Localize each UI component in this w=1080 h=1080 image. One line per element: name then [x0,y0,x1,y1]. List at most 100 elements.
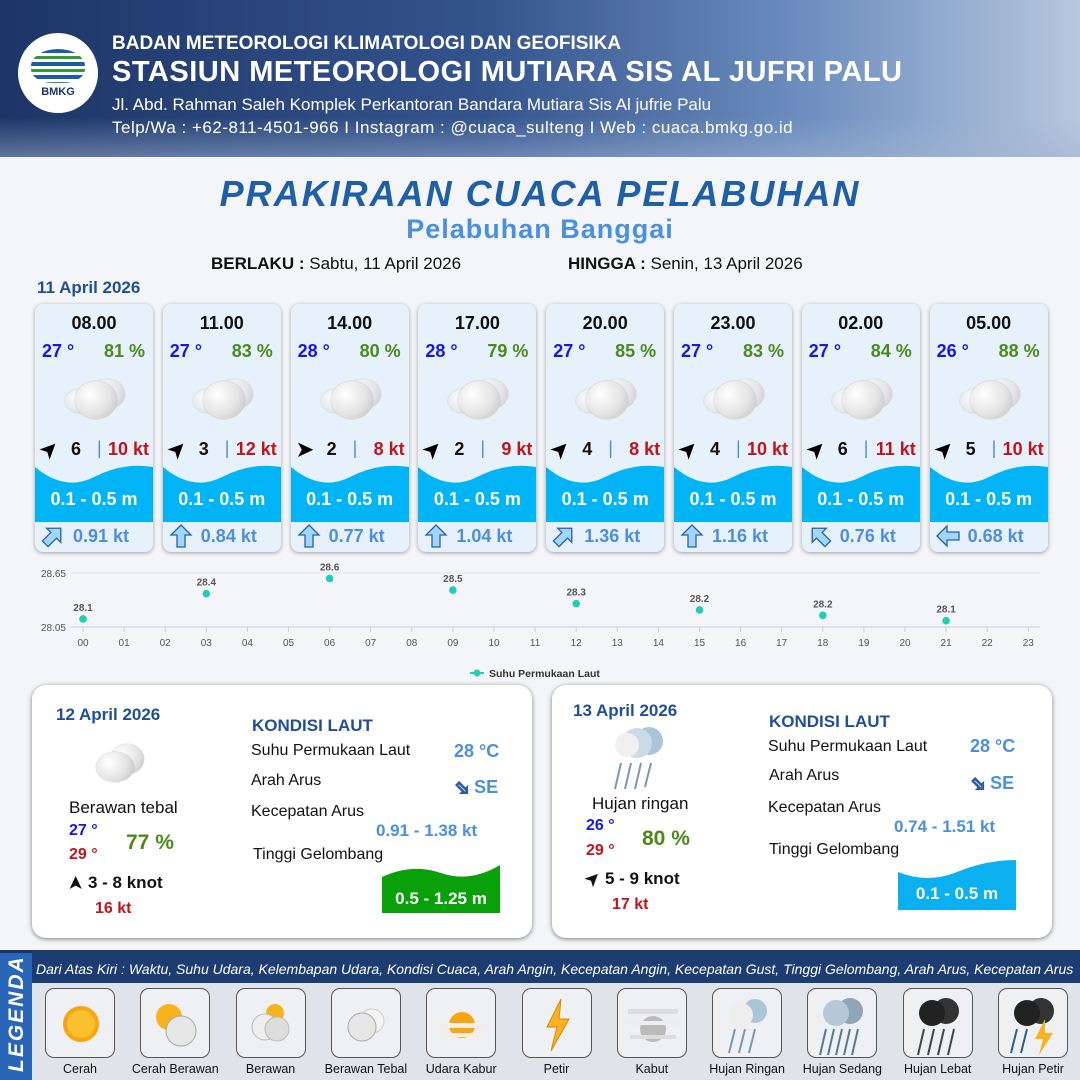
y-tick-label: 28.05 [41,623,66,634]
day3-condition: Hujan ringan [592,794,689,813]
day3-panel: 13 April 2026 Hujan ringan 26 ° 29 ° 80 … [552,685,1052,938]
wind-direction-arrow-icon: ➤ [296,439,314,461]
separator: | [863,438,869,458]
separator: | [97,438,102,458]
humidity: 81 % [103,341,145,361]
x-tick-label: 10 [488,638,500,649]
hujan-sedang-icon [807,988,878,1058]
current-speed: 1.04 kt [456,526,513,546]
forecast-time: 20.00 [582,313,628,333]
day3-temp-max: 29 ° [586,842,615,859]
day2-wave-shape [382,865,500,913]
wind-speed: 2 [326,439,337,459]
current-speed: 0.76 kt [839,526,896,546]
forecast-card: 14.00 28 ° 80 % ➤ 2 | 8 kt 0.1 - 0.5 m 0… [290,304,409,552]
air-temperature: 26 ° [936,341,969,361]
x-tick-label: 04 [242,638,254,649]
page-title: PRAKIRAAN CUACA PELABUHAN [219,173,861,214]
hujan-lebat-icon [902,988,973,1058]
x-tick-label: 16 [735,638,747,649]
sst-label: Suhu Permukaan Laut [251,742,411,759]
data-label: 28.6 [320,562,340,573]
day2-date: 12 April 2026 [56,705,161,724]
wind-info: ➤ 4 | 8 kt [547,436,660,463]
legend-item-label: Petir [543,1062,570,1076]
x-tick-label: 03 [201,638,213,649]
wind-speed: 4 [710,439,721,459]
legend-item-label: Kabut [635,1062,669,1076]
current-direction-arrow-icon [811,527,832,548]
separator: | [608,438,613,458]
air-temperature: 27 ° [169,341,203,361]
wave-shape [35,465,153,522]
legend-item-label: Udara Kabur [425,1062,497,1076]
data-point [449,586,457,594]
wind-info: ➤ 4 | 10 kt [675,436,788,463]
gust-speed: 10 kt [1002,439,1044,459]
forecast-time: 14.00 [327,313,373,333]
day3-wind: ➤ 5 - 9 knot [581,866,680,891]
legend-label: LEGENDA [0,950,32,1080]
forecast-card: 20.00 27 ° 85 % ➤ 4 | 8 kt 0.1 - 0.5 m 1… [546,304,665,552]
day3-temp-min: 26 ° [586,817,615,834]
header-banner: BMKG BADAN METEOROLOGI KLIMATOLOGI DAN G… [0,0,1080,157]
hujan-ringan-icon [712,988,783,1058]
legend-item-label: Cerah [62,1062,98,1076]
wave-shape [290,465,409,522]
legend-item-label: Cerah Berawan [131,1062,219,1076]
hujan-petir-icon [998,988,1068,1058]
legend-caption: Dari Atas Kiri : Waktu, Suhu Udara, Kele… [32,950,1080,983]
wave-shape [801,465,920,522]
current-info: 1.16 kt [674,521,792,552]
separator: | [224,438,230,458]
day2-current-direction: ⇧ SE [449,775,499,801]
data-label: 28.2 [813,599,833,610]
air-temperature: 28 ° [425,341,458,361]
current-arrow-se-icon: ⇧ [449,775,475,801]
petir-icon [521,988,592,1058]
berawan-tebal-icon [192,377,257,421]
x-tick-label: 02 [160,638,172,649]
x-tick-label: 09 [447,638,459,649]
data-point [202,589,211,598]
berawan-tebal-icon [92,740,156,784]
hujan-ringan-icon [614,727,663,790]
day2-sst: 28 °C [454,741,500,761]
x-tick-label: 00 [77,638,89,649]
wind-direction-arrow-icon: ➤ [930,436,959,464]
humidity: 83 % [231,341,273,361]
header-background-photo [0,117,1080,157]
station-name: STASIUN METEOROLOGI MUTIARA SIS AL JUFRI… [112,56,903,88]
berawan-tebal-icon [831,377,896,421]
x-tick-label: 19 [858,638,870,649]
sea-condition-title: KONDISI LAUT [252,716,373,735]
wind-direction-arrow-icon: ➤ [36,436,64,464]
wind-direction-arrow-icon: ➤ [675,436,703,464]
day2-humidity: 77 % [126,831,174,854]
gust-speed: 11 kt [875,439,916,459]
wave-height: 0.1 - 0.5 m [433,489,521,509]
forecast-card: 02.00 27 ° 84 % ➤ 6 | 11 kt 0.1 - 0.5 m … [801,304,920,552]
x-tick-label: 13 [612,638,624,649]
wind-direction-arrow-icon: ➤ [419,436,447,464]
forecast-time: 02.00 [838,313,884,333]
berawan-tebal-icon [330,988,401,1058]
sst-label: Suhu Permukaan Laut [768,738,928,755]
x-tick-label: 15 [694,638,706,649]
current-direction-arrow-icon [169,524,193,548]
x-tick-label: 17 [776,638,788,649]
current-direction-arrow-icon [680,524,704,548]
berawan-tebal-icon [704,377,768,421]
x-tick-label: 18 [817,638,829,649]
gust-speed: 8 kt [373,439,405,459]
wave-height: 0.1 - 0.5 m [945,489,1033,509]
data-point [819,611,827,620]
forecast-card: 17.00 28 ° 79 % ➤ 2 | 9 kt 0.1 - 0.5 m 1… [418,304,537,552]
wave-height: 0.1 - 0.5 m [561,489,649,509]
legend-label: Suhu Permukaan Laut [489,668,600,680]
x-tick-label: 07 [365,638,377,649]
air-temperature: 27 ° [808,341,842,361]
cerah-berawan-icon [140,988,211,1058]
day2-current-speed: 0.91 - 1.38 kt [376,821,478,840]
air-temperature: 28 ° [297,341,330,361]
